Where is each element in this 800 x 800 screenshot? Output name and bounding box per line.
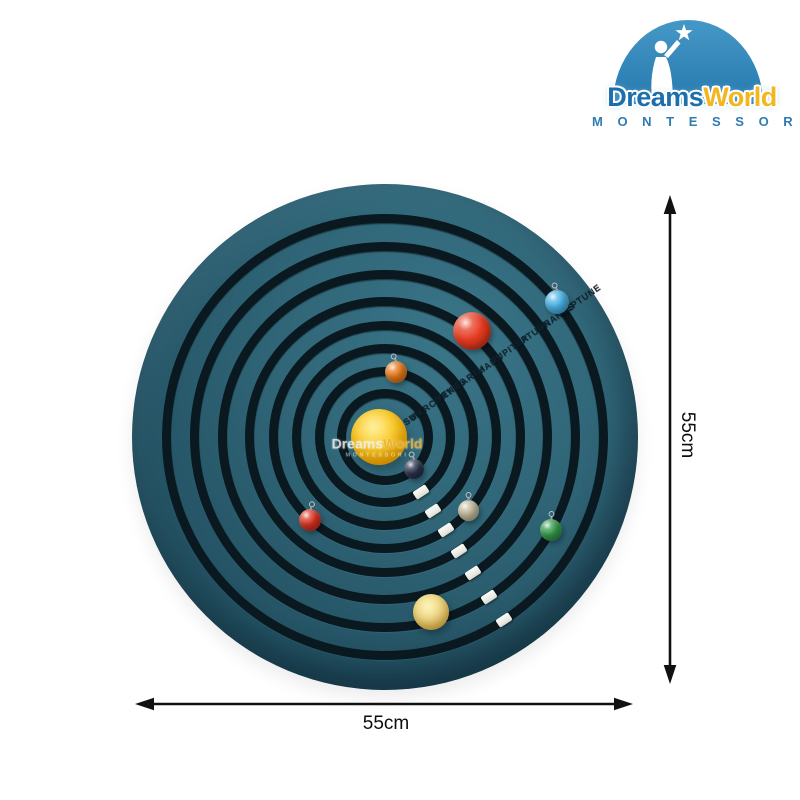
brand-dreams: Dreams <box>607 82 704 112</box>
logo-dot-star-icon <box>639 24 643 28</box>
planet-beige <box>458 500 479 521</box>
planet-orange <box>385 361 407 383</box>
metal-hook-icon <box>548 511 555 520</box>
planet-green <box>540 519 562 541</box>
dimension-label-height: 55cm <box>677 411 698 459</box>
planet-pale-yellow <box>413 594 449 630</box>
logo-graphic <box>613 13 763 104</box>
logo-dome <box>613 20 763 104</box>
metal-hook-icon <box>307 500 316 510</box>
orbit-ring-neptune <box>162 214 608 660</box>
dimension-arrow-vertical <box>663 195 677 684</box>
brand-montessori: M O N T E S S O R I <box>592 114 800 129</box>
planet-blue <box>545 290 569 314</box>
logo-sparkle-icon <box>664 13 674 23</box>
dimension-arrow-horizontal <box>135 697 633 711</box>
brand-wordmark: DreamsWorld <box>592 82 792 113</box>
metal-hook-icon <box>465 492 472 501</box>
brand-world: World <box>703 82 777 112</box>
montessori-logo: DreamsWorld M O N T E S S O R I <box>592 10 800 132</box>
planet-small-red <box>299 509 321 531</box>
planet-sun <box>351 409 407 465</box>
planet-large-red <box>453 312 491 350</box>
planet-navy <box>404 459 424 479</box>
dimension-label-width: 55cm <box>362 713 410 734</box>
logo-child-silhouette <box>651 40 681 104</box>
logo-star-icon <box>675 24 693 41</box>
